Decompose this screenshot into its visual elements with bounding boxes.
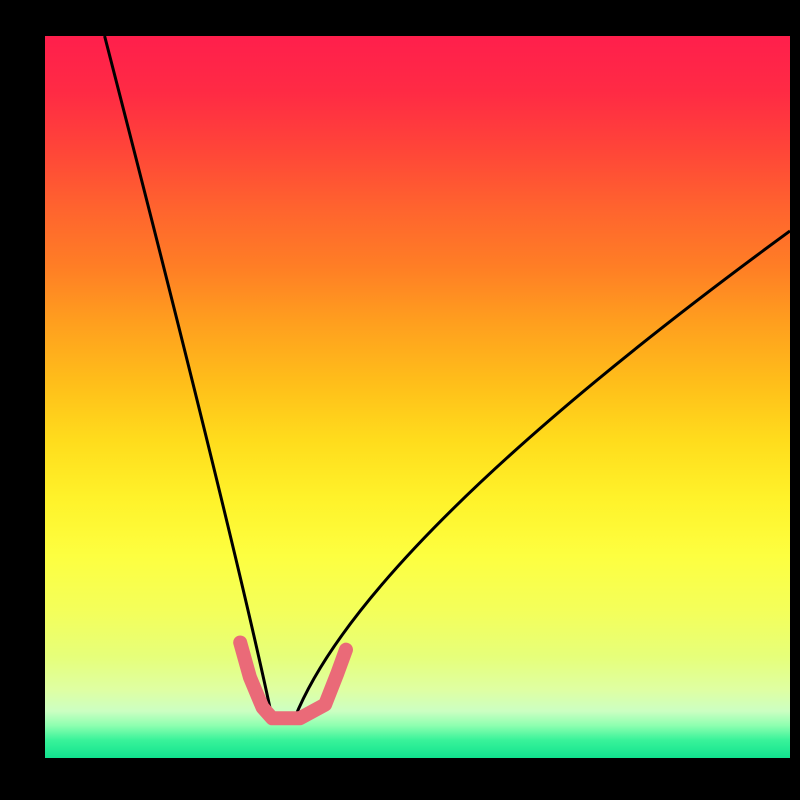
plot-background: [45, 36, 790, 758]
chart-container: TheBottleneck.com: [0, 0, 800, 800]
chart-svg: [0, 0, 800, 800]
